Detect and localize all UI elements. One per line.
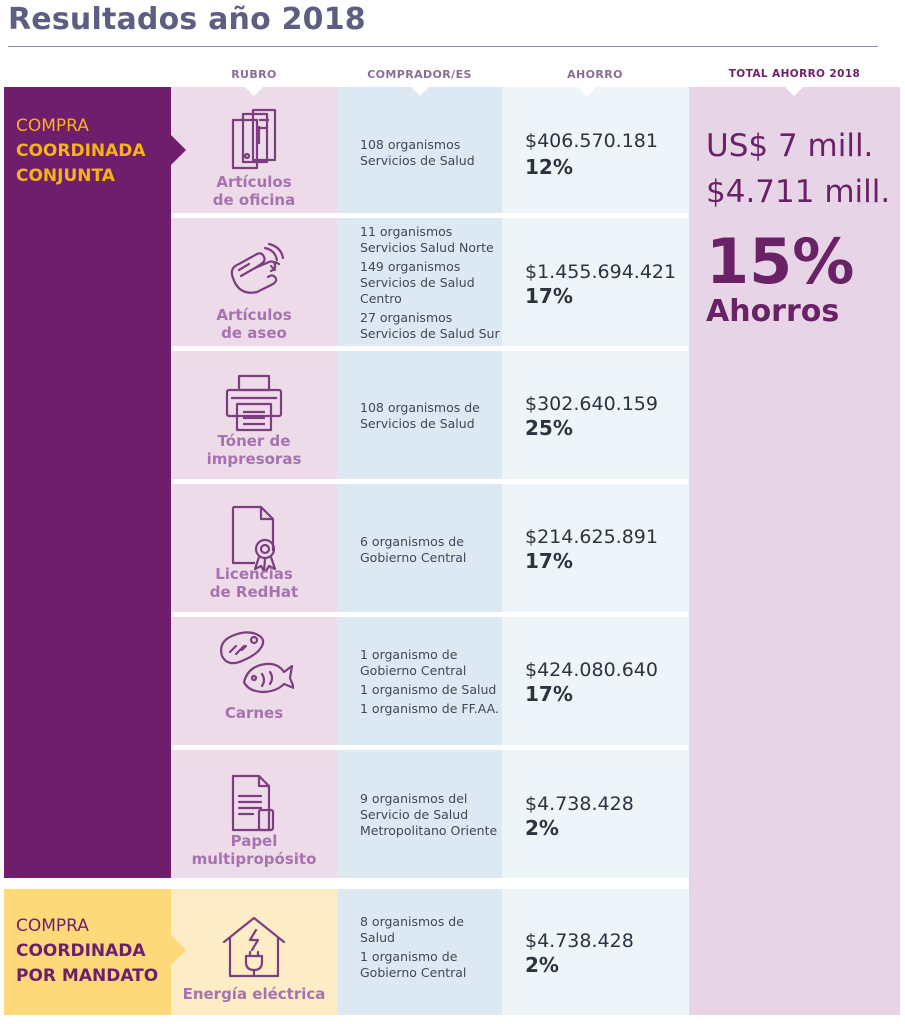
title-divider [8,46,878,47]
category-label: COMPRA COORDINADA POR MANDATO [16,916,159,986]
rubro-label: Carnes [224,704,284,722]
page-title: Resultados año 2018 [8,2,366,37]
header-arrow [785,87,803,96]
comprador-list: 11 organismos Servicios Salud Norte 149 … [360,224,500,341]
house-plug-icon [222,916,286,978]
category-bg [4,889,171,1015]
ahorro-percent: 17% [525,549,573,573]
ahorro-amount: $302.640.159 [525,393,658,415]
comprador-list: 6 organismos de Gobierno Central [360,534,467,565]
column-header-ahorro: AHORRO [567,68,623,81]
rubro-label: Artículos de oficina [212,173,296,209]
row-separator [171,479,688,484]
comprador-list: 9 organismos del Servicio de Salud Metro… [360,791,498,838]
total-percent: 15% [706,225,855,298]
header-arrow [411,87,429,96]
category-bg [4,87,171,878]
category-arrow [171,935,186,965]
ahorro-amount: $406.570.181 [525,130,658,152]
ahorro-percent: 12% [525,155,573,179]
comprador-list: 1 organismo de Gobierno Central 1 organi… [360,647,499,716]
row-separator [171,612,688,617]
column-header-rubro: RUBRO [231,68,277,81]
ahorro-percent: 17% [525,284,573,308]
comprador-list: 108 organismos de Servicios de Salud [360,400,480,431]
ahorro-amount: $424.080.640 [525,659,658,681]
column-header-total: TOTAL AHORRO 2018 [728,68,861,80]
rubro-label: Energía eléctrica [182,985,326,1003]
binder-icon [231,108,277,170]
category-arrow [171,135,186,165]
header-arrow [578,87,596,96]
ahorro-percent: 2% [525,816,559,840]
header-arrow [245,87,263,96]
rubro-mandato-bg [171,889,337,1015]
row-separator [171,745,688,750]
row-separator [171,346,688,351]
rubro-label: Tóner de impresoras [206,432,302,468]
category-compra-coordinada-por-mandato: COMPRA COORDINADA POR MANDATO [4,889,186,1015]
row-separator [171,213,688,218]
paper-icon [231,774,275,832]
comprador-mandato-bg [337,889,502,1015]
rubro-label: Artículos de aseo [216,306,292,342]
certificate-icon [231,505,277,573]
total-usd: US$ 7 mill. [706,128,874,164]
ahorro-percent: 25% [525,416,573,440]
ahorro-amount: $214.625.891 [525,526,658,548]
comprador-list: 108 organismos Servicios de Salud [360,137,475,168]
total-clp: $4.711 mill. [706,174,891,210]
printer-icon [225,374,283,432]
total-panel [689,87,900,1015]
ahorro-percent: 2% [525,953,559,977]
rubro-label: Licencias de RedHat [209,565,299,601]
ahorro-amount: $1.455.694.421 [525,261,677,283]
total-label: Ahorros [706,294,840,329]
category-label: COMPRA COORDINADA CONJUNTA [16,116,146,186]
ahorro-percent: 17% [525,682,573,706]
cleaning-hand-icon [230,242,285,294]
column-header-comprador: COMPRADOR/ES [367,68,472,81]
category-compra-coordinada-conjunta: COMPRA COORDINADA CONJUNTA [4,87,186,878]
ahorro-amount: $4.738.428 [525,793,634,815]
meat-fish-icon [220,631,294,694]
ahorro-amount: $4.738.428 [525,930,634,952]
ahorro-mandato-bg [502,889,689,1015]
rubro-label: Papel multipropósito [191,832,317,868]
comprador-list: 8 organismos de Salud 1 organismo de Gob… [360,914,467,980]
